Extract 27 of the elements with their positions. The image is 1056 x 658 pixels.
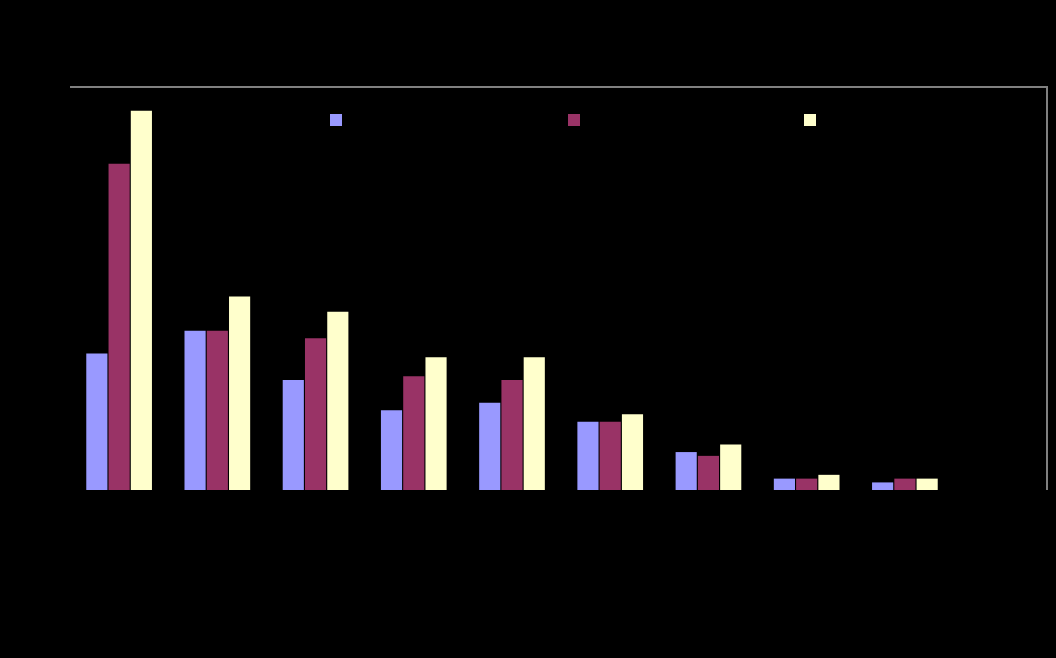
bar — [796, 478, 818, 490]
bar — [501, 380, 523, 490]
bar — [720, 444, 742, 490]
bar — [916, 478, 938, 490]
bar — [108, 163, 130, 490]
bar — [184, 330, 206, 490]
bar — [327, 311, 349, 490]
bar — [304, 338, 327, 490]
bar — [229, 296, 251, 490]
bar — [577, 421, 599, 490]
bar — [773, 478, 795, 490]
bar — [818, 474, 840, 490]
bar — [479, 402, 501, 490]
bar — [523, 357, 545, 490]
bar — [894, 478, 916, 490]
bar — [599, 421, 621, 490]
bar — [621, 414, 644, 490]
bar — [675, 452, 697, 490]
bar — [425, 357, 447, 490]
bar — [872, 482, 894, 490]
bar — [380, 410, 403, 490]
bar — [697, 455, 720, 490]
bar — [130, 110, 152, 490]
bar — [403, 376, 425, 490]
bar — [86, 353, 108, 490]
bar — [206, 330, 228, 490]
bar — [282, 380, 304, 490]
